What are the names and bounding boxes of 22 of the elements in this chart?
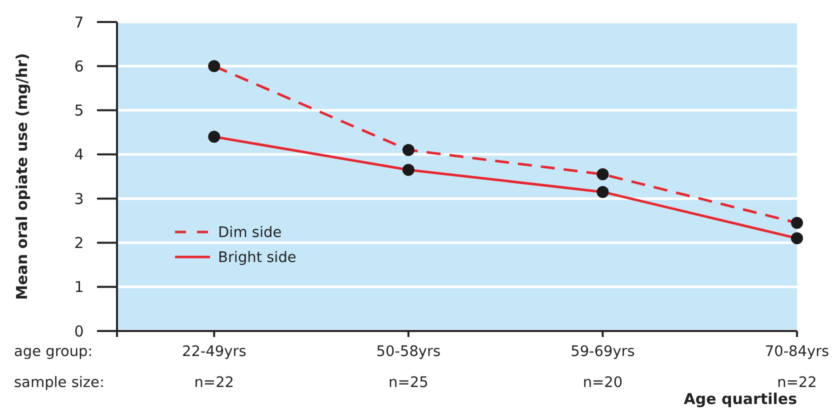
y-tick-label: 4 (74, 146, 84, 164)
text: n=25 (388, 375, 428, 392)
x-tick-label: 70-84yrs (764, 344, 830, 360)
y-tick-label: 2 (74, 234, 84, 252)
text: n=22 (777, 375, 817, 392)
y-axis-title: Mean oral opiate use (mg/hr) (13, 53, 31, 300)
text: sample size: (14, 375, 104, 392)
y-tick-label: 3 (74, 190, 84, 208)
y-tick-label: 7 (74, 13, 84, 32)
legend-label: Bright side (218, 250, 296, 266)
text: n=22 (194, 375, 234, 392)
text: n=20 (582, 375, 623, 392)
x-tick-label: 50-58yrs (376, 344, 441, 360)
y-tick-label: 1 (74, 278, 84, 296)
y-tick-label: 6 (74, 57, 84, 76)
x-tick-label: 59-69yrs (570, 344, 635, 360)
x-axis-title: Age quartiles (684, 390, 798, 408)
text: age group: (14, 344, 93, 360)
y-tick-label: 0 (74, 322, 84, 340)
x-tick-label: 22-49yrs (182, 344, 246, 360)
legend-label: Dim side (218, 225, 282, 242)
y-tick-label: 5 (74, 102, 84, 120)
